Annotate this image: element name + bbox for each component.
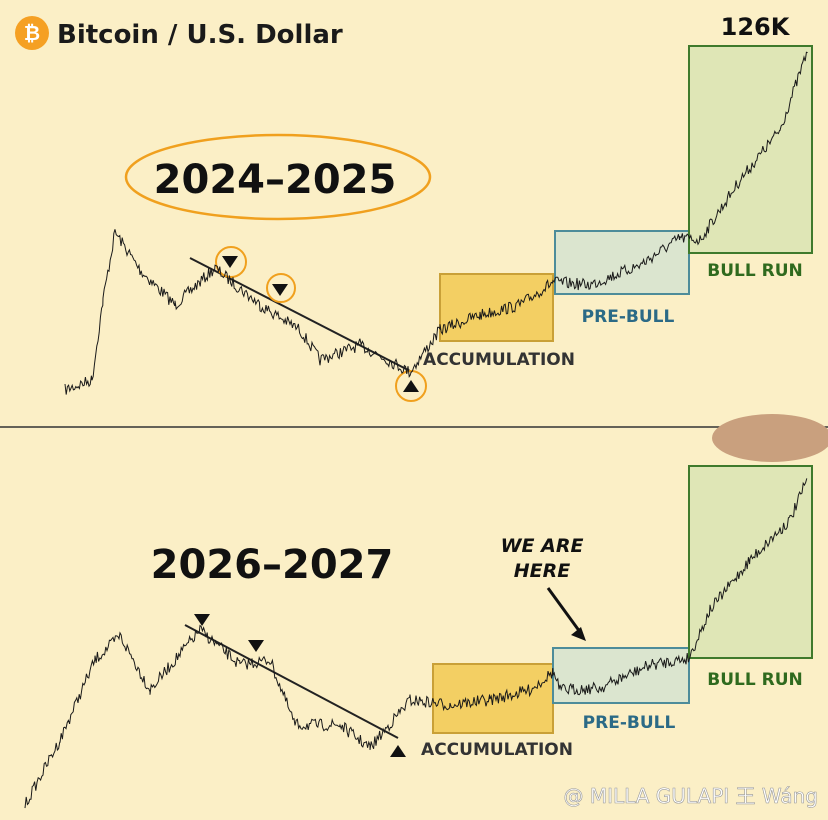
pre-bull-zone (554, 230, 690, 295)
buy-marker (390, 745, 406, 757)
zone-label: BULL RUN (707, 261, 802, 281)
period-circle (124, 133, 432, 221)
note-arrowhead (571, 627, 586, 641)
period: 2026–2027 (151, 542, 394, 588)
sell-markers (194, 614, 264, 652)
finger (712, 414, 828, 462)
price-line (24, 478, 808, 809)
period: 2024–2025 (154, 157, 397, 203)
marker-circle (266, 273, 296, 303)
pre-bull-zone (552, 647, 690, 704)
note-arrow (546, 587, 582, 633)
note-line: WE ARE (501, 535, 584, 557)
bull-run-zone (688, 465, 813, 659)
marker-circle (395, 370, 427, 402)
note-line: HERE (514, 560, 571, 582)
buy-marker (403, 380, 419, 392)
sell-markers (222, 256, 288, 296)
marker-circle (215, 246, 247, 278)
watermark: @ MILLA GULAPI 王 Wáng (563, 784, 818, 808)
zone-label: ACCUMULATION (423, 350, 575, 370)
bitcoin-icon (15, 16, 49, 50)
price-line (64, 51, 808, 395)
peak-label: 126K (721, 13, 791, 41)
bitcoin-symbol: ₿ (24, 21, 40, 45)
zone-label: ACCUMULATION (421, 740, 573, 760)
bull-run-zone (688, 45, 813, 254)
title: Bitcoin / U.S. Dollar (57, 20, 343, 50)
zone-label: PRE-BULL (583, 713, 676, 733)
zone-label: PRE-BULL (582, 307, 675, 327)
zone-label: BULL RUN (707, 670, 802, 690)
accumulation-zone (439, 273, 554, 342)
